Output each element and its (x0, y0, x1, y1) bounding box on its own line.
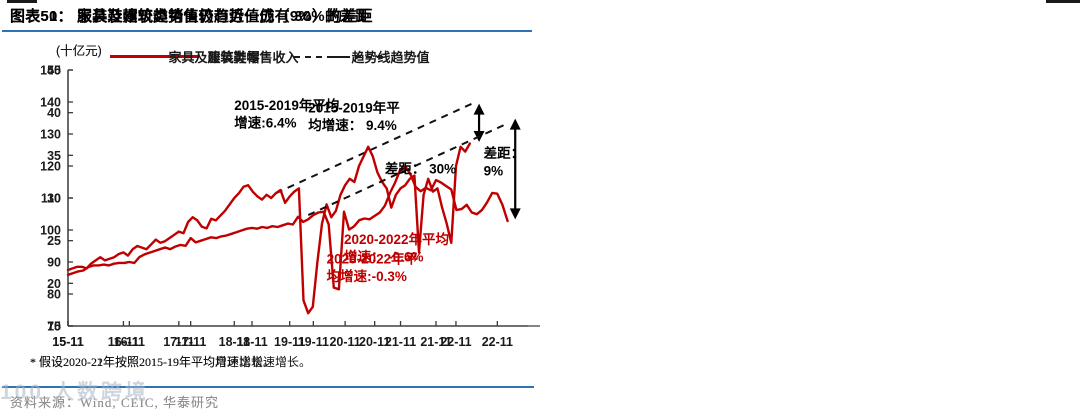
dashed-line-swatch (293, 55, 344, 58)
svg-text:40: 40 (47, 106, 61, 120)
svg-text:17-11: 17-11 (175, 335, 206, 349)
legend-label: 趋势线 (351, 50, 391, 65)
svg-text:35: 35 (47, 149, 61, 163)
data-source-text: 资料来源：Wind, CEIC, 华泰研究 (10, 395, 219, 410)
svg-text:17-11: 17-11 (163, 335, 194, 349)
chart-annotation-avg-growth-2020-2022: 2020-2022年平均增速:-0.3% (327, 251, 419, 285)
red-line-swatch (110, 55, 161, 58)
svg-text:21-11: 21-11 (385, 335, 416, 349)
screenshot-edge-artifact (7, 0, 37, 3)
chart-annotation-gap-label: 差距： 9% (484, 145, 525, 179)
svg-text:90: 90 (47, 256, 61, 270)
chart-annotation-gap-label: 差距： 30% (385, 160, 456, 176)
screenshot-edge-artifact (1046, 0, 1080, 3)
source-divider (2, 386, 534, 388)
y-axis-unit-label: (十亿元) (56, 44, 102, 58)
red-line-swatch (149, 55, 200, 58)
svg-text:16-11: 16-11 (114, 335, 145, 349)
legend-label: 服装鞋帽 (207, 50, 260, 65)
svg-text:120: 120 (40, 160, 61, 174)
svg-text:21-11: 21-11 (420, 335, 451, 349)
data-source-text: 资料来源：Wind, CEIC, 华泰研究 (10, 395, 219, 410)
svg-text:20-11: 20-11 (359, 335, 390, 349)
figure-51-title: 图表51： 家具及建筑类销售较趋势值仍有 30%的差距 (10, 8, 371, 25)
svg-text:45: 45 (47, 64, 61, 78)
svg-text:15: 15 (47, 320, 61, 334)
svg-text:20: 20 (47, 277, 61, 291)
legend: 家具及建筑类零售收入 趋势值 (0, 47, 540, 66)
svg-text:20-11: 20-11 (329, 335, 360, 349)
dashed-line-swatch (332, 55, 383, 58)
chart-footnote: * 假设2020-22年按照2015-19年平均增速增长。 (30, 355, 275, 369)
svg-text:15-11: 15-11 (52, 335, 83, 349)
svg-text:22-11: 22-11 (482, 335, 513, 349)
legend-item-trend: 趋势值 (332, 47, 430, 66)
chart-annotation-avg-growth-2015-2019: 2015-2019年平均增速:6.4% (234, 97, 339, 131)
svg-text:22-11: 22-11 (440, 335, 471, 349)
legend-item-series: 服装鞋帽 (149, 47, 260, 66)
svg-text:25: 25 (47, 234, 61, 248)
svg-text:70: 70 (47, 320, 61, 334)
y-axis-unit-label: (十亿元) (56, 44, 102, 58)
svg-text:150: 150 (40, 64, 61, 78)
svg-text:110: 110 (41, 192, 61, 206)
svg-text:80: 80 (47, 288, 61, 302)
svg-text:100: 100 (40, 224, 61, 238)
svg-text:19-11: 19-11 (298, 335, 329, 349)
legend-item-series: 家具及建筑类零售收入 (110, 47, 299, 66)
svg-text:130: 130 (40, 128, 61, 142)
legend-item-trend: 趋势线 (293, 47, 391, 66)
svg-text:18-11: 18-11 (219, 335, 250, 349)
title-underline (2, 30, 532, 32)
legend-label: 趋势值 (390, 50, 430, 65)
svg-text:18-11: 18-11 (236, 335, 267, 349)
svg-text:15-11: 15-11 (52, 335, 83, 349)
chart-annotation-avg-growth-2020-2022: 2020-2022年平均增速： -0.6% (344, 231, 449, 265)
svg-text:19-11: 19-11 (274, 335, 305, 349)
chart-annotation-avg-growth-2015-2019: 2015-2019年平均增速： 9.4% (308, 100, 400, 134)
chart-footnote: * 假设2020-21年按照2015-19年平均月环比增速增长。 (30, 355, 311, 369)
figure-51-panel: 图表51： 家具及建筑类销售较趋势值仍有 30%的差距 (十亿元) 家具及建筑类… (0, 8, 540, 410)
svg-text:16-11: 16-11 (108, 335, 139, 349)
legend-label: 家具及建筑类零售收入 (168, 50, 299, 65)
svg-text:30: 30 (47, 192, 61, 206)
legend: 服装鞋帽 趋势线 (0, 47, 540, 66)
svg-text:140: 140 (40, 96, 61, 110)
figure-50-title: 图表50： 服装鞋帽较趋势值仍有近一成（9%）的差距 (10, 8, 373, 25)
